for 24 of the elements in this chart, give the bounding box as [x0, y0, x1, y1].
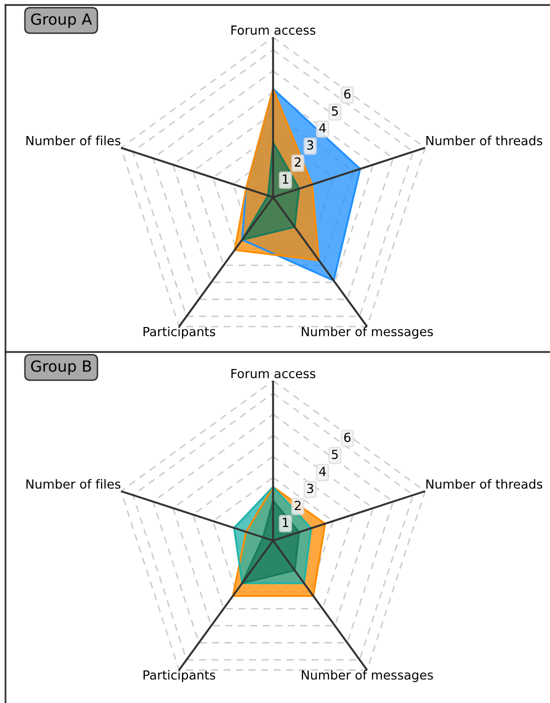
- spoke-label: Number of files: [26, 479, 120, 489]
- spoke-label: Number of messages: [302, 670, 433, 682]
- spoke-label: Forum access: [231, 26, 316, 35]
- spoke-label: Number of messages: [302, 326, 433, 339]
- chart-title: Group A: [31, 13, 92, 28]
- spoke-label: Forum access: [231, 368, 316, 378]
- spoke-label: Number of threads: [426, 136, 542, 146]
- y-tick-label: 3: [307, 484, 314, 494]
- spoke-label: Number of threads: [426, 479, 542, 489]
- y-tick-label: 4: [319, 123, 326, 133]
- y-tick-label: 6: [344, 432, 350, 442]
- chart-title: Group B: [31, 360, 92, 375]
- y-tick-label: 3: [307, 140, 314, 150]
- spoke-label: Participants: [144, 670, 216, 682]
- y-tick-label: 2: [294, 157, 301, 167]
- y-tick-label: 1: [282, 174, 288, 184]
- y-tick-label: 6: [344, 89, 350, 99]
- spoke-label: Number of files: [26, 136, 120, 146]
- y-tick-label: 4: [319, 466, 326, 476]
- y-tick-label: 2: [294, 500, 301, 510]
- y-tick-label: 5: [332, 450, 338, 460]
- spoke-label: Participants: [144, 326, 216, 339]
- y-tick-label: 5: [332, 106, 338, 116]
- y-tick-label: 1: [282, 518, 288, 528]
